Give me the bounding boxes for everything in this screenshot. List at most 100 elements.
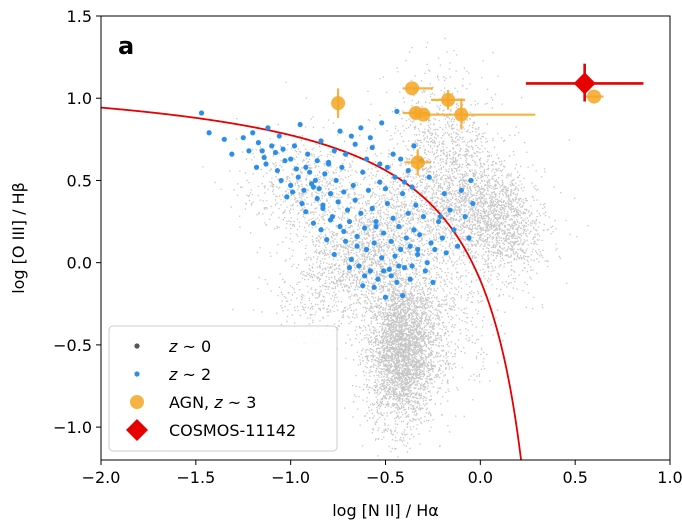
z2-point xyxy=(269,143,275,149)
z2-point xyxy=(381,268,387,274)
x-tick-label: −1.5 xyxy=(176,468,215,487)
z2-point xyxy=(415,246,421,253)
z2-point xyxy=(288,156,294,162)
z2-point xyxy=(327,217,334,223)
z2-point xyxy=(276,133,282,139)
z2-point xyxy=(358,210,364,216)
z2-point xyxy=(396,223,402,230)
z2-point xyxy=(424,260,430,266)
y-tick-label: −0.5 xyxy=(53,336,92,355)
z2-point xyxy=(386,266,392,272)
z2-point xyxy=(274,167,280,174)
z2-point xyxy=(462,214,468,220)
z2-point xyxy=(206,130,212,136)
z2-point xyxy=(358,125,364,131)
y-axis-label: log [O III] / Hβ xyxy=(9,182,28,294)
z2-point xyxy=(407,276,413,282)
z2-point xyxy=(363,156,370,162)
z2-point xyxy=(289,189,296,195)
z2-point xyxy=(437,214,444,220)
x-tick-label: −2.0 xyxy=(82,468,121,487)
z2-point xyxy=(443,250,449,256)
z2-point xyxy=(310,184,317,190)
z2-point xyxy=(339,164,345,170)
agn-point xyxy=(584,89,604,104)
z2-point xyxy=(255,140,262,146)
z2-point xyxy=(331,251,337,258)
z2-point xyxy=(354,243,360,249)
z2-point xyxy=(221,136,227,142)
z2-point xyxy=(369,205,375,211)
legend-label: z ~ 2 xyxy=(168,365,211,384)
z2-point xyxy=(363,246,370,253)
z2-point xyxy=(314,195,320,202)
z2-point xyxy=(411,227,417,233)
x-tick-label: −1.0 xyxy=(271,468,310,487)
z2-point xyxy=(411,143,417,149)
z2-point xyxy=(303,209,309,215)
x-tick-label: 0.5 xyxy=(562,468,587,487)
x-tick-label: −0.5 xyxy=(366,468,405,487)
z2-point xyxy=(348,256,354,262)
z0-density-cloud xyxy=(202,37,589,460)
y-tick-label: 0.0 xyxy=(67,254,92,273)
x-tick-label: 0.0 xyxy=(468,468,493,487)
z2-points xyxy=(198,108,476,300)
z2-point xyxy=(272,149,279,156)
z2-point xyxy=(265,125,271,131)
agn-points xyxy=(331,81,604,176)
z2-point xyxy=(409,263,415,269)
z2-point xyxy=(447,207,453,213)
x-tick-label: 1.0 xyxy=(657,468,682,487)
z2-point xyxy=(432,246,438,253)
agn-marker xyxy=(441,92,456,107)
z2-point xyxy=(360,169,366,175)
z2-point xyxy=(362,273,368,279)
z2-point xyxy=(422,268,428,274)
z2-point xyxy=(322,171,328,177)
z2-point xyxy=(367,268,373,274)
z2-point xyxy=(439,235,445,241)
agn-marker xyxy=(331,96,346,111)
z2-point xyxy=(250,130,256,136)
z2-point xyxy=(371,240,377,246)
cosmos-diamond-marker xyxy=(573,72,596,95)
z2-point xyxy=(360,283,366,289)
z2-point xyxy=(261,154,267,161)
z2-point xyxy=(373,223,379,230)
z2-point xyxy=(367,135,373,141)
z2-point xyxy=(388,238,394,244)
legend-marker-z2 xyxy=(134,371,140,377)
z2-point xyxy=(297,121,303,128)
z2-point xyxy=(288,182,294,188)
z2-point xyxy=(282,158,288,164)
y-tick-label: 1.0 xyxy=(67,89,92,108)
z2-point xyxy=(229,151,235,157)
z2-point xyxy=(198,110,205,116)
z2-point xyxy=(371,284,377,290)
z2-point xyxy=(305,151,311,157)
z2-point xyxy=(405,167,411,174)
z2-point xyxy=(263,161,269,167)
agn-marker xyxy=(410,155,425,170)
legend-frame xyxy=(108,325,338,452)
y-axis: −1.0 −0.5 0.0 0.5 1.0 1.5 xyxy=(53,7,101,437)
z2-point xyxy=(246,148,252,154)
z2-point xyxy=(375,276,381,282)
x-axis-label: log [N II] / Hα xyxy=(332,501,439,520)
cosmos-point xyxy=(525,63,644,102)
z2-point xyxy=(318,138,324,144)
z2-point xyxy=(466,235,472,241)
z2-point xyxy=(354,233,360,239)
legend-label: COSMOS-11142 xyxy=(169,421,296,440)
z2-point xyxy=(318,227,324,233)
z2-point xyxy=(415,251,421,258)
legend-label: AGN, z ~ 3 xyxy=(169,393,256,412)
z2-point xyxy=(426,174,432,180)
z2-point xyxy=(420,214,427,220)
z2-point xyxy=(344,207,351,213)
z2-point xyxy=(396,263,402,269)
z2-point xyxy=(388,273,394,279)
z2-point xyxy=(399,292,406,299)
